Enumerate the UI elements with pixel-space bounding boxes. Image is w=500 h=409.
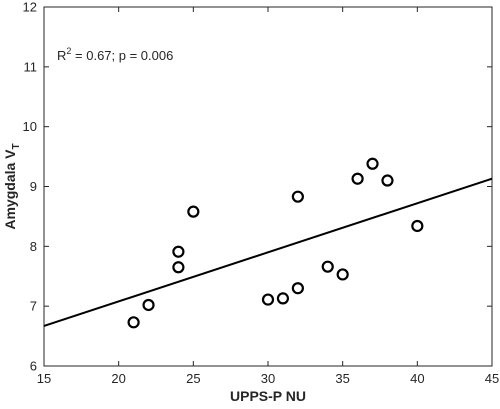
data-point bbox=[366, 157, 379, 170]
x-tick-label: 30 bbox=[261, 371, 275, 386]
stats-text: = 0.67; p = 0.006 bbox=[71, 48, 173, 63]
data-point bbox=[291, 190, 304, 203]
data-point bbox=[127, 316, 140, 329]
data-point bbox=[172, 245, 185, 258]
x-tick-label: 45 bbox=[485, 371, 499, 386]
y-axis-title: Amygdala VT bbox=[2, 143, 22, 229]
x-axis-title: UPPS-P NU bbox=[230, 388, 306, 404]
y-tick-label: 8 bbox=[30, 239, 37, 254]
ticks-layer: 15 20 25 30 35 40 45 6 7 8 9 10 11 12 bbox=[23, 0, 500, 386]
fit-layer bbox=[43, 177, 493, 327]
y-axis-title-main: Amygdala V bbox=[2, 149, 18, 230]
y-tick-label: 6 bbox=[30, 359, 37, 374]
data-point bbox=[351, 172, 364, 185]
data-point bbox=[411, 219, 424, 233]
y-tick-label: 11 bbox=[24, 59, 38, 74]
y-tick-label: 10 bbox=[23, 119, 37, 134]
y-tick-label: 12 bbox=[23, 0, 37, 15]
data-point bbox=[261, 293, 275, 306]
stats-annotation: R2 = 0.67; p = 0.006 bbox=[57, 46, 173, 63]
regression-line bbox=[43, 177, 493, 327]
x-tick-label: 35 bbox=[335, 371, 349, 386]
data-point bbox=[381, 174, 394, 187]
y-tick-label: 9 bbox=[30, 179, 37, 194]
x-tick-label: 20 bbox=[111, 371, 125, 386]
x-tick-label: 15 bbox=[37, 371, 51, 386]
data-point bbox=[142, 298, 155, 312]
data-point bbox=[187, 205, 200, 218]
y-axis-title-subscript: T bbox=[11, 143, 22, 149]
x-tick-label: 40 bbox=[410, 371, 424, 386]
data-point bbox=[276, 292, 290, 305]
r-squared-exponent: 2 bbox=[66, 46, 71, 56]
x-tick-label: 25 bbox=[186, 371, 200, 386]
data-point bbox=[336, 268, 349, 281]
points-layer bbox=[127, 157, 424, 329]
r-squared-label: R bbox=[57, 48, 66, 63]
data-point bbox=[172, 261, 185, 274]
y-tick-label: 7 bbox=[30, 299, 37, 314]
data-point bbox=[321, 260, 334, 273]
data-point bbox=[291, 282, 304, 295]
